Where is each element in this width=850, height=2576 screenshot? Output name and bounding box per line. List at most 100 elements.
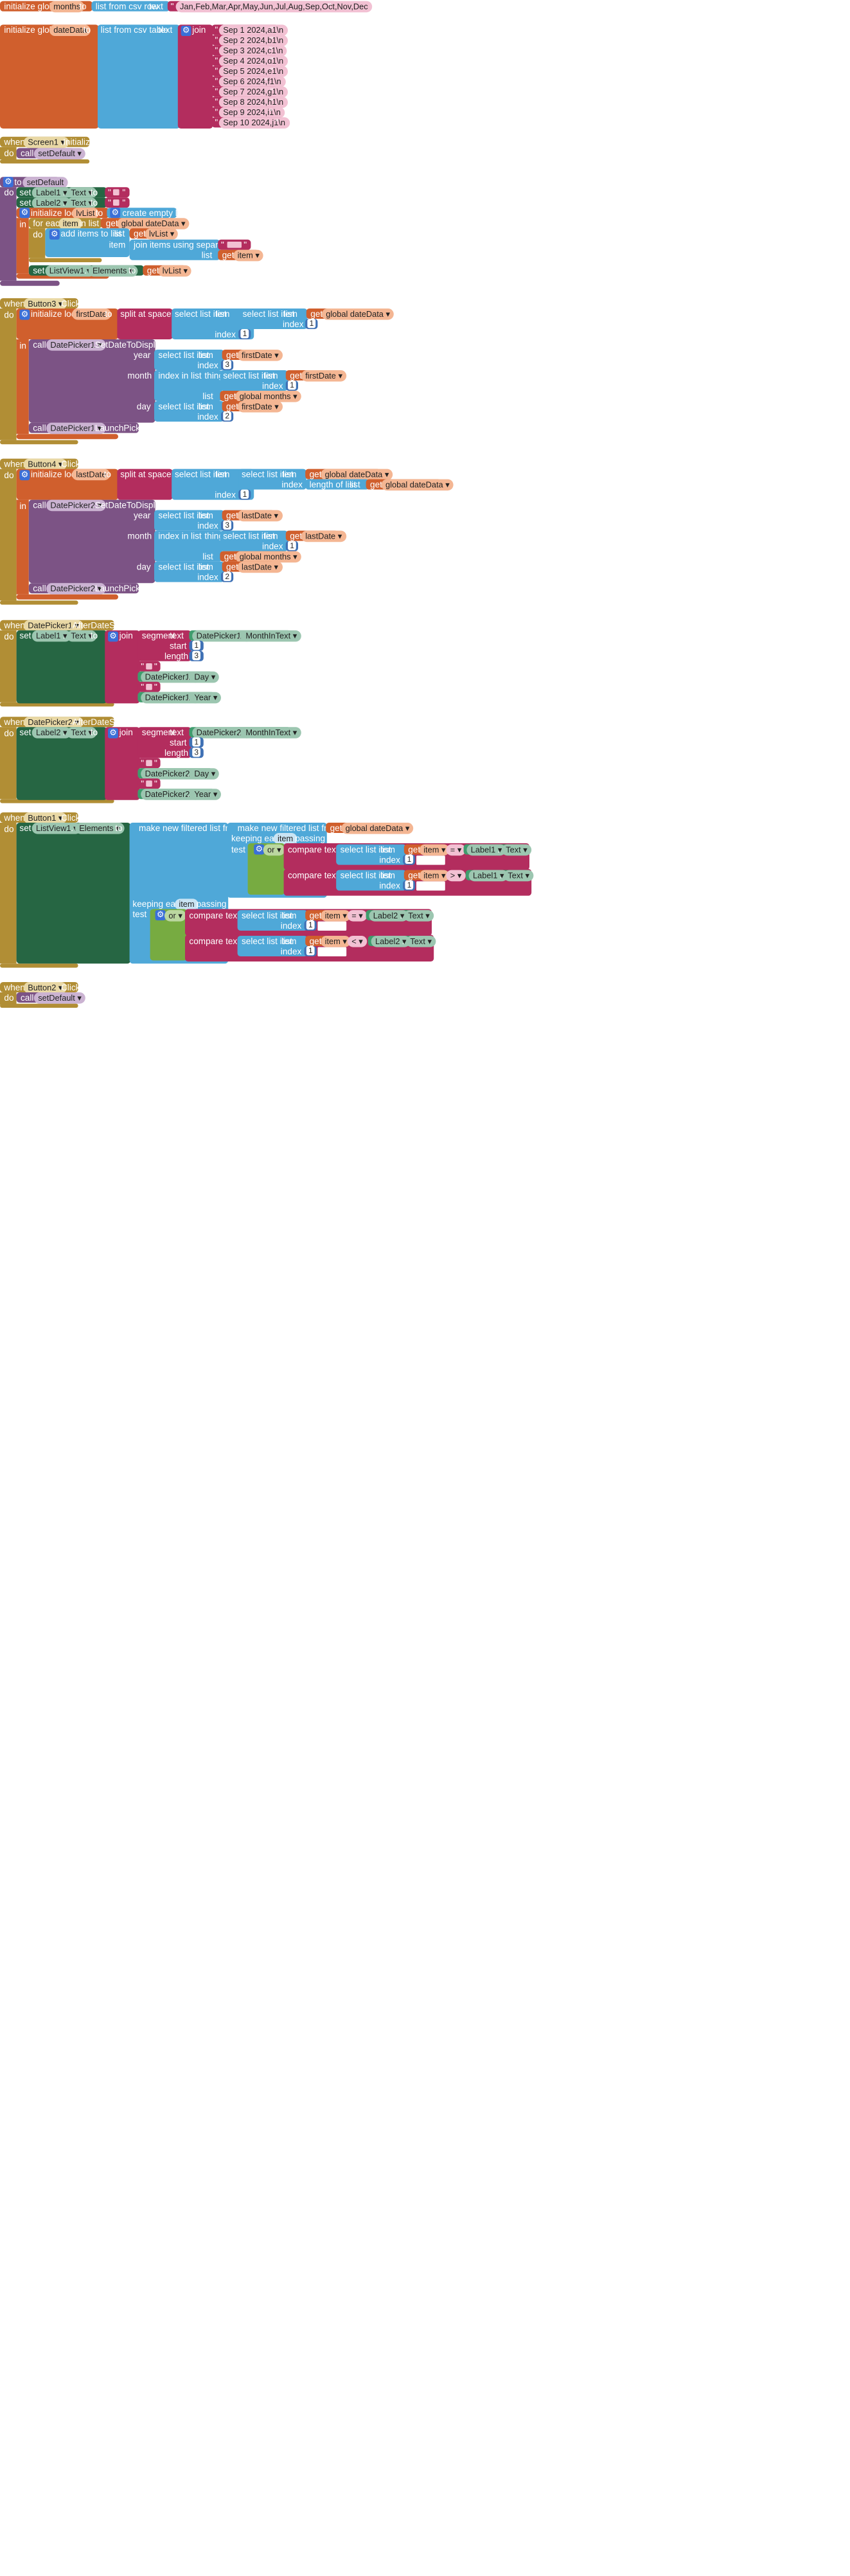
mutator-gear-icon[interactable]: ⚙ (110, 208, 121, 219)
button1-dropdown[interactable]: Button1 ▾ (23, 812, 67, 824)
select-list-item-block[interactable] (237, 910, 308, 931)
number-one[interactable]: 1 (307, 319, 316, 328)
or-dropdown[interactable]: or ▾ (263, 844, 285, 856)
number-two[interactable]: 2 (223, 411, 232, 421)
firstdate-var-name[interactable]: firstDate (72, 309, 111, 320)
monthintext-prop-dropdown[interactable]: MonthInText ▾ (242, 727, 301, 738)
join-block[interactable] (105, 630, 140, 704)
equals-operator-dropdown[interactable]: = ▾ (446, 844, 466, 856)
segment-block[interactable] (137, 630, 191, 661)
greater-than-operator-dropdown[interactable]: > ▾ (446, 870, 466, 882)
mutator-gear-icon[interactable]: ⚙ (155, 910, 166, 920)
day-prop-dropdown[interactable]: Day ▾ (190, 671, 220, 683)
lastdate-var-name[interactable]: lastDate (72, 469, 111, 481)
day-prop-dropdown[interactable]: Day ▾ (190, 768, 220, 780)
text-prop-dropdown[interactable]: Text ▾ (67, 630, 97, 642)
elements-prop-dropdown[interactable]: Elements ▾ (75, 823, 124, 834)
select-list-item-block[interactable] (238, 469, 306, 490)
create-empty-list-block[interactable] (107, 208, 177, 219)
select-list-item-year[interactable] (154, 350, 224, 370)
mutator-gear-icon[interactable]: ⚙ (108, 728, 118, 738)
number-one[interactable]: 1 (405, 854, 414, 864)
setdefault-proc-dropdown[interactable]: setDefault ▾ (33, 148, 86, 159)
join-items-sep-block[interactable] (129, 239, 220, 260)
item-dropdown[interactable]: item ▾ (233, 249, 264, 262)
mutator-gear-icon[interactable]: ⚙ (3, 177, 13, 188)
number-one[interactable]: 1 (405, 880, 414, 890)
date-text-field[interactable]: Sep 4 2024,d1\n (218, 55, 288, 67)
monthintext-prop-dropdown[interactable]: MonthInText ▾ (242, 630, 301, 642)
number-one[interactable]: 1 (240, 489, 249, 499)
mutator-gear-icon[interactable]: ⚙ (19, 309, 30, 320)
global-datedata-dropdown[interactable]: global dateData ▾ (117, 218, 190, 229)
space-text-field[interactable] (227, 242, 242, 248)
lastdate-dropdown[interactable]: lastDate ▾ (237, 510, 283, 522)
text-prop-dropdown[interactable]: Text ▾ (67, 187, 97, 199)
listview1-dropdown[interactable]: ListView1 ▾ (45, 265, 95, 277)
mutator-gear-icon[interactable]: ⚙ (108, 631, 118, 642)
number-one[interactable]: 1 (288, 541, 297, 550)
date-text-field[interactable]: Sep 8 2024,h1\n (218, 96, 288, 108)
or-dropdown[interactable]: or ▾ (164, 910, 187, 922)
label2-dropdown[interactable]: Label2 ▾ (369, 910, 409, 922)
set-label1-text-block[interactable] (16, 630, 107, 704)
global-months-dropdown[interactable]: global months ▾ (235, 551, 301, 563)
lastdate-dropdown[interactable]: lastDate ▾ (301, 530, 346, 542)
firstdate-dropdown[interactable]: firstDate ▾ (237, 401, 283, 413)
mutator-gear-icon[interactable]: ⚙ (19, 208, 30, 219)
button3-dropdown[interactable]: Button3 ▾ (23, 298, 67, 310)
global-datedata-dropdown[interactable]: global dateData ▾ (321, 309, 394, 320)
space-text-field[interactable] (146, 684, 152, 690)
select-list-item-day[interactable] (154, 561, 224, 582)
select-list-item-block[interactable] (220, 370, 288, 391)
datepicker1-dropdown[interactable]: DatePicker1 ▾ (46, 339, 106, 351)
lvlist-dropdown[interactable]: lvList ▾ (158, 265, 192, 277)
select-list-item-block[interactable] (336, 870, 406, 891)
elements-prop-dropdown[interactable]: Elements ▾ (88, 265, 137, 277)
label1-dropdown[interactable]: Label1 ▾ (466, 844, 506, 856)
number-one[interactable]: 1 (306, 946, 315, 956)
text-prop-dropdown[interactable]: Text ▾ (504, 870, 534, 882)
mutator-gear-icon[interactable]: ⚙ (254, 844, 265, 855)
space-text-field[interactable] (146, 663, 152, 670)
datepicker1-dropdown[interactable]: DatePicker1 ▾ (141, 692, 200, 704)
list-from-csv-table-block[interactable] (98, 24, 180, 129)
datepicker2-dropdown[interactable]: DatePicker2 ▾ (46, 583, 106, 595)
number-three[interactable]: 3 (223, 360, 232, 370)
item-var-name[interactable]: item (175, 899, 199, 910)
year-prop-dropdown[interactable]: Year ▾ (190, 789, 222, 800)
item-dropdown[interactable]: item ▾ (419, 870, 450, 882)
number-three[interactable]: 3 (192, 747, 201, 757)
label1-dropdown[interactable]: Label1 ▾ (31, 630, 71, 642)
join-block[interactable] (177, 24, 213, 129)
datepicker1-dropdown[interactable]: DatePicker1 ▾ (46, 422, 106, 434)
mutator-gear-icon[interactable]: ⚙ (19, 470, 30, 481)
date-text-field[interactable]: Sep 5 2024,e1\n (218, 66, 288, 77)
lvlist-dropdown[interactable]: lvList ▾ (145, 228, 179, 240)
index-in-list-block[interactable] (154, 530, 222, 562)
date-text-field[interactable]: Sep 6 2024,f1\n (218, 76, 285, 87)
empty-text-field[interactable] (113, 199, 120, 206)
global-datedata-dropdown[interactable]: global dateData ▾ (381, 479, 454, 491)
date-text-field[interactable]: Sep 10 2024,j1\n (218, 117, 290, 129)
button2-dropdown[interactable]: Button2 ▾ (23, 982, 67, 994)
date-text-field[interactable]: Sep 3 2024,c1\n (218, 45, 287, 57)
init-global-datedata-block[interactable] (0, 24, 99, 129)
empty-text-field[interactable] (113, 189, 120, 195)
global-datedata-dropdown[interactable]: global dateData ▾ (341, 823, 414, 834)
months-csv-text[interactable]: Jan,Feb,Mar,Apr,May,Jun,Jul,Aug,Sep,Oct,… (175, 1, 373, 13)
label2-dropdown[interactable]: Label2 ▾ (371, 936, 411, 947)
select-list-item-block[interactable] (237, 936, 308, 956)
label1-dropdown[interactable]: Label1 ▾ (31, 187, 71, 199)
datedata-var-name[interactable]: dateData (49, 24, 91, 36)
item-dropdown[interactable]: item ▾ (321, 910, 351, 922)
number-one[interactable]: 1 (192, 737, 201, 747)
listview1-dropdown[interactable]: ListView1 ▾ (31, 823, 82, 834)
number-two[interactable]: 2 (223, 571, 232, 581)
number-one[interactable]: 1 (192, 640, 201, 650)
select-list-item-day[interactable] (154, 401, 224, 422)
datepicker2-dropdown[interactable]: DatePicker2 ▾ (141, 789, 200, 800)
select-list-item-block[interactable] (239, 309, 308, 329)
datepicker1-dropdown[interactable]: DatePicker1 ▾ (141, 671, 200, 683)
